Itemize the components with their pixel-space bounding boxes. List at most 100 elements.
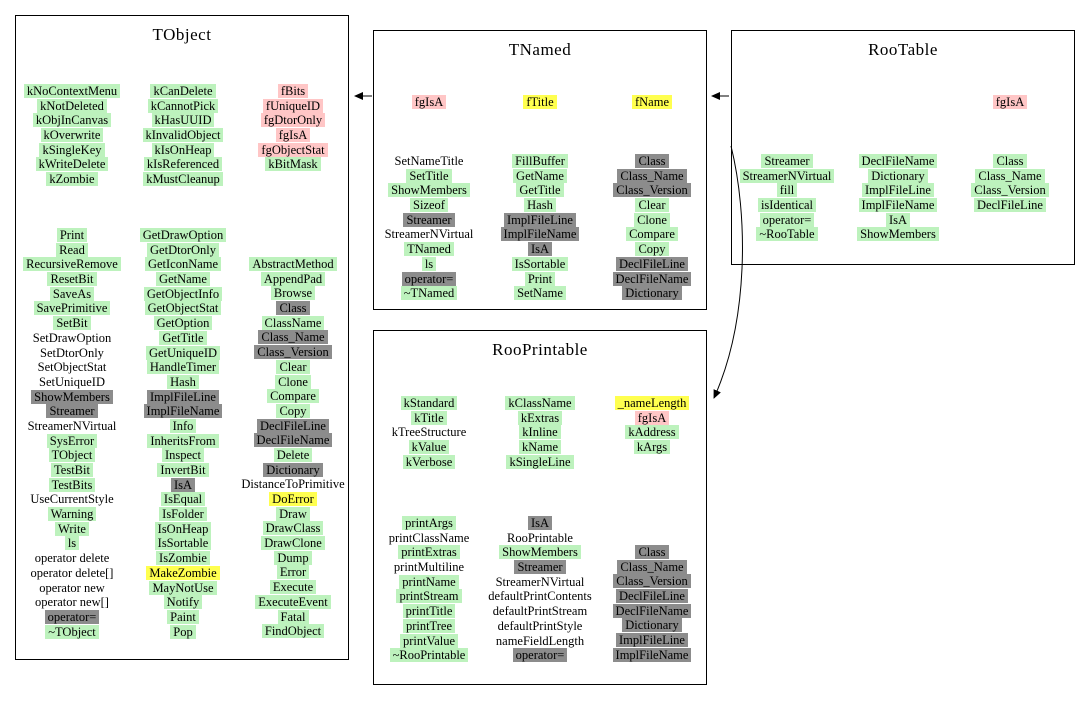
- member-classname[interactable]: ClassName: [261, 315, 325, 330]
- member-ls[interactable]: ls: [64, 536, 80, 551]
- member-operator[interactable]: operator=: [512, 648, 568, 663]
- member-print[interactable]: Print: [524, 271, 556, 286]
- member-write[interactable]: Write: [55, 521, 89, 536]
- member-geticonname[interactable]: GetIconName: [144, 257, 222, 272]
- member-ktitle[interactable]: kTitle: [411, 410, 447, 425]
- member-kstandard[interactable]: kStandard: [400, 396, 458, 410]
- member-ksinglekey[interactable]: kSingleKey: [39, 142, 105, 157]
- member-ls[interactable]: ls: [421, 256, 437, 271]
- member-isa[interactable]: IsA: [527, 516, 553, 530]
- member-dictionary[interactable]: Dictionary: [263, 462, 323, 477]
- member-iszombie[interactable]: IsZombie: [156, 551, 210, 566]
- member-getname[interactable]: GetName: [513, 168, 567, 183]
- member-implfilename[interactable]: ImplFileName: [858, 198, 938, 213]
- member-implfileline[interactable]: ImplFileLine: [504, 212, 576, 227]
- member-kverbose[interactable]: kVerbose: [402, 454, 456, 469]
- member-getobjectinfo[interactable]: GetObjectInfo: [143, 286, 223, 301]
- member-info[interactable]: Info: [169, 418, 197, 433]
- member-streamer[interactable]: Streamer: [46, 404, 98, 419]
- member-recursiveremove[interactable]: RecursiveRemove: [23, 257, 121, 272]
- member-knocontextmenu[interactable]: kNoContextMenu: [23, 84, 121, 98]
- member-getobjectstat[interactable]: GetObjectStat: [144, 301, 222, 316]
- member-saveas[interactable]: SaveAs: [49, 286, 95, 301]
- member-setobjectstat[interactable]: SetObjectStat: [37, 360, 107, 375]
- member-delete[interactable]: Delete: [273, 447, 313, 462]
- member-findobject[interactable]: FindObject: [261, 624, 325, 639]
- member-resetbit[interactable]: ResetBit: [47, 272, 97, 287]
- member-implfilename[interactable]: ImplFileName: [143, 404, 223, 419]
- member-implfilename[interactable]: ImplFileName: [612, 647, 692, 662]
- member-declfilename[interactable]: DeclFileName: [858, 154, 938, 168]
- member-streamer[interactable]: Streamer: [403, 212, 455, 227]
- member-fname[interactable]: fName: [631, 95, 672, 109]
- member-class-name[interactable]: Class_Name: [258, 330, 328, 345]
- member-class-name[interactable]: Class_Name: [617, 559, 687, 574]
- member-knotdeleted[interactable]: kNotDeleted: [37, 98, 107, 113]
- member-setdtoronly[interactable]: SetDtorOnly: [40, 345, 104, 360]
- member-appendpad[interactable]: AppendPad: [260, 271, 326, 286]
- member-doerror[interactable]: DoError: [269, 492, 317, 506]
- member-notify[interactable]: Notify: [163, 595, 203, 610]
- member-operator[interactable]: operator=: [759, 212, 815, 227]
- member-setnametitle[interactable]: SetNameTitle: [394, 154, 464, 168]
- member-setdrawoption[interactable]: SetDrawOption: [32, 330, 112, 345]
- member-operator-delete[interactable]: operator delete[]: [30, 565, 114, 580]
- member-funiqueid[interactable]: fUniqueID: [262, 98, 324, 113]
- member-execute[interactable]: Execute: [269, 580, 317, 595]
- member-read[interactable]: Read: [56, 242, 88, 257]
- member-operator-new[interactable]: operator new[]: [35, 595, 109, 610]
- member-makezombie[interactable]: MakeZombie: [146, 565, 220, 580]
- member-copy[interactable]: Copy: [276, 403, 310, 418]
- member-namelength[interactable]: _nameLength: [614, 396, 690, 410]
- member-kinline[interactable]: kInline: [519, 425, 561, 440]
- member-print[interactable]: Print: [56, 228, 88, 242]
- member-declfileline[interactable]: DeclFileLine: [616, 256, 688, 271]
- member-paint[interactable]: Paint: [167, 609, 199, 624]
- member-compare[interactable]: Compare: [267, 389, 319, 404]
- member-implfileline[interactable]: ImplFileLine: [862, 183, 934, 198]
- member-maynotuse[interactable]: MayNotUse: [149, 580, 217, 595]
- member-operator-delete[interactable]: operator delete: [34, 551, 110, 566]
- member-class[interactable]: Class: [276, 301, 310, 316]
- member-kobjincanvas[interactable]: kObjInCanvas: [32, 113, 112, 128]
- member-printtree[interactable]: printTree: [402, 618, 456, 633]
- member-class[interactable]: Class: [635, 545, 669, 559]
- member-ktreestructure[interactable]: kTreeStructure: [391, 425, 467, 440]
- member-getoption[interactable]: GetOption: [153, 316, 213, 331]
- member-koverwrite[interactable]: kOverwrite: [40, 128, 104, 143]
- member-getuniqueid[interactable]: GetUniqueID: [145, 345, 221, 360]
- member-kisreferenced[interactable]: kIsReferenced: [143, 157, 223, 172]
- member-showmembers[interactable]: ShowMembers: [499, 545, 581, 560]
- member-isa[interactable]: IsA: [170, 477, 196, 492]
- member-printextras[interactable]: printExtras: [398, 545, 460, 560]
- member-fgisa[interactable]: fgIsA: [411, 95, 447, 109]
- member-invertbit[interactable]: InvertBit: [157, 463, 209, 477]
- member-drawclass[interactable]: DrawClass: [262, 521, 324, 536]
- member-kwritedelete[interactable]: kWriteDelete: [35, 157, 109, 172]
- member-streamer[interactable]: Streamer: [514, 560, 566, 575]
- member-kcandelete[interactable]: kCanDelete: [150, 84, 216, 98]
- member-issortable[interactable]: IsSortable: [511, 256, 569, 271]
- member-fbits[interactable]: fBits: [277, 84, 309, 98]
- member-operator[interactable]: operator=: [401, 271, 457, 286]
- member-testbits[interactable]: TestBits: [48, 477, 96, 492]
- member-fgdtoronly[interactable]: fgDtorOnly: [260, 113, 326, 128]
- member-dictionary[interactable]: Dictionary: [868, 168, 928, 183]
- class-title-tobject[interactable]: TObject: [152, 25, 212, 44]
- member-showmembers[interactable]: ShowMembers: [388, 183, 470, 198]
- class-title-tnamed[interactable]: TNamed: [508, 40, 572, 59]
- member-isequal[interactable]: IsEqual: [160, 492, 206, 507]
- member-class[interactable]: Class: [993, 154, 1027, 168]
- member-isonheap[interactable]: IsOnHeap: [154, 521, 212, 536]
- member-showmembers[interactable]: ShowMembers: [857, 227, 939, 242]
- member-isa[interactable]: IsA: [527, 242, 553, 257]
- member-abstractmethod[interactable]: AbstractMethod: [249, 257, 337, 271]
- member-kargs[interactable]: kArgs: [633, 440, 671, 455]
- member-class-version[interactable]: Class_Version: [613, 574, 691, 589]
- member-kisonheap[interactable]: kIsOnHeap: [151, 142, 215, 157]
- member-isfolder[interactable]: IsFolder: [159, 507, 207, 522]
- member-kzombie[interactable]: kZombie: [46, 172, 98, 187]
- member-drawclone[interactable]: DrawClone: [261, 536, 325, 551]
- member-printvalue[interactable]: printValue: [399, 633, 459, 648]
- member-kextras[interactable]: kExtras: [517, 410, 563, 425]
